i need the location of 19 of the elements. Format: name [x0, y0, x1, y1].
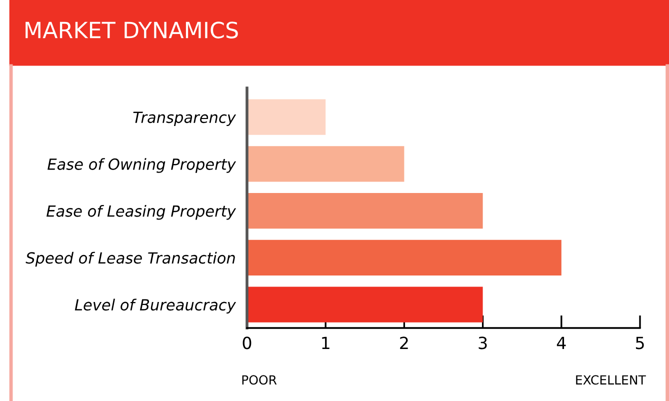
- x-tick-label: 1: [322, 336, 330, 349]
- bar: [247, 240, 562, 276]
- y-tick-label: Ease of Leasing Property: [46, 205, 236, 220]
- x-tick-label: 2: [400, 336, 408, 349]
- chart-title: MARKET DYNAMICS: [26, 22, 238, 38]
- y-tick-label: Level of Bureaucracy: [74, 298, 236, 314]
- x-tick-label: 4: [556, 336, 566, 349]
- y-tick-label: Speed of Lease Transaction: [26, 252, 235, 267]
- text: EXCELLENT: [576, 375, 646, 385]
- x-tick-label: 5: [636, 336, 644, 350]
- bar: [247, 193, 483, 229]
- y-tick-label: Ease of Owning Property: [48, 158, 236, 173]
- bar: [247, 286, 483, 322]
- bar: [247, 99, 326, 135]
- y-tick-label: Transparency: [133, 112, 236, 126]
- x-tick-label: 3: [478, 336, 487, 350]
- x-tick-label: 0: [242, 336, 252, 350]
- text: POOR: [242, 375, 277, 385]
- bar: [247, 146, 404, 182]
